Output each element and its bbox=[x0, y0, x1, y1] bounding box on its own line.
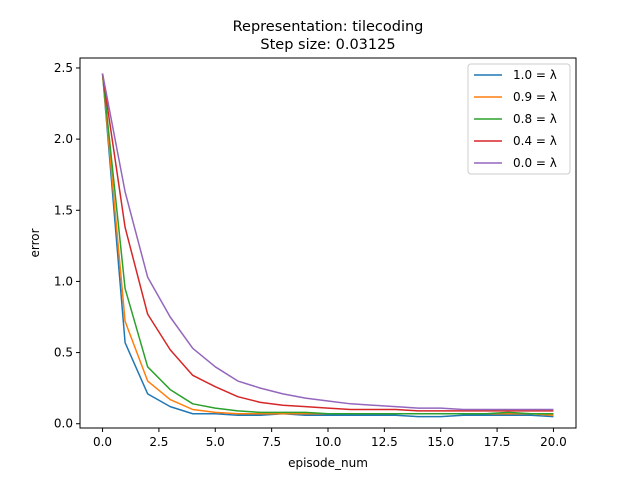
x-tick-label: 7.5 bbox=[262, 435, 281, 449]
chart-title-line1: Representation: tilecoding bbox=[233, 19, 424, 35]
legend: 1.0 = λ 0.9 = λ 0.8 = λ 0.4 = λ 0.0 = λ bbox=[467, 63, 571, 175]
legend-label-3: 0.4 = λ bbox=[513, 134, 557, 148]
x-tick-label: 2.5 bbox=[149, 435, 168, 449]
x-tick-label: 10.0 bbox=[315, 435, 342, 449]
series-lines bbox=[101, 73, 554, 418]
x-tick-label: 15.0 bbox=[427, 435, 454, 449]
legend-label-0: 1.0 = λ bbox=[513, 68, 557, 82]
x-tick-label: 12.5 bbox=[371, 435, 398, 449]
y-tick-label: 1.0 bbox=[54, 274, 73, 288]
y-tick-label: 0.5 bbox=[54, 346, 73, 360]
series-line-2 bbox=[101, 73, 554, 415]
x-tick-label: 0.0 bbox=[93, 435, 112, 449]
series-line-4 bbox=[101, 73, 554, 411]
x-axis-label: episode_num bbox=[288, 456, 368, 470]
legend-label-2: 0.8 = λ bbox=[513, 112, 557, 126]
chart-title-line2: Step size: 0.03125 bbox=[260, 37, 395, 53]
y-tick-label: 0.0 bbox=[54, 417, 73, 431]
y-axis-ticks: 0.0 0.5 1.0 1.5 2.0 2.5 bbox=[54, 61, 80, 431]
x-tick-label: 17.5 bbox=[484, 435, 511, 449]
x-axis-ticks: 0.0 2.5 5.0 7.5 10.0 12.5 15.0 17.5 20.0 bbox=[93, 428, 567, 449]
series-line-0 bbox=[101, 73, 554, 418]
plot-area-frame bbox=[79, 57, 577, 429]
y-tick-label: 2.0 bbox=[54, 132, 73, 146]
series-line-3 bbox=[101, 73, 554, 412]
y-tick-label: 1.5 bbox=[54, 203, 73, 217]
y-axis-label: error bbox=[28, 228, 42, 257]
legend-label-4: 0.0 = λ bbox=[513, 156, 557, 170]
x-tick-label: 5.0 bbox=[206, 435, 225, 449]
legend-frame bbox=[467, 63, 571, 175]
y-tick-label: 2.5 bbox=[54, 61, 73, 75]
x-tick-label: 20.0 bbox=[540, 435, 567, 449]
legend-label-1: 0.9 = λ bbox=[513, 90, 557, 104]
